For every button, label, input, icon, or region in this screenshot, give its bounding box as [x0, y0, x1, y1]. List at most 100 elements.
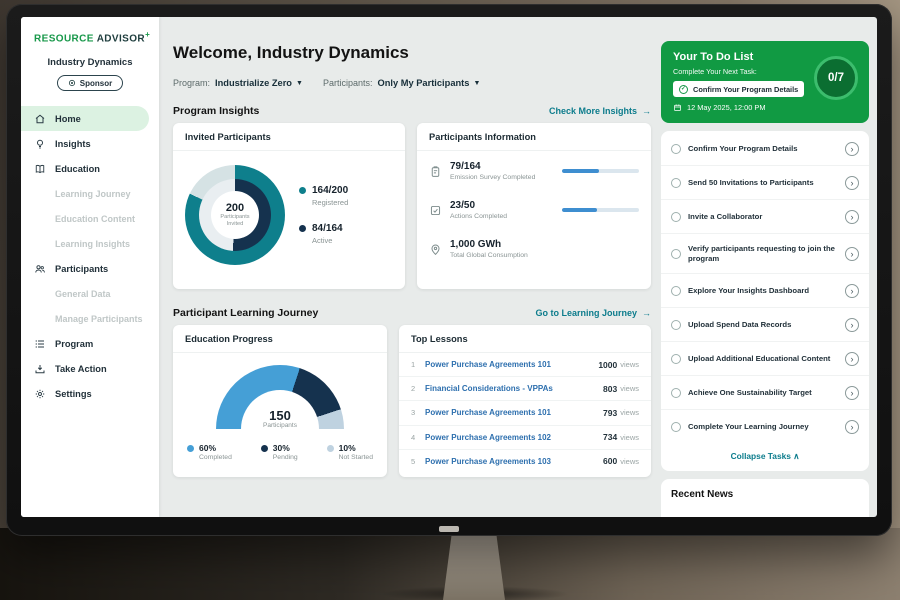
task-row[interactable]: Invite a Collaborator ›: [661, 200, 869, 234]
check-more-insights-link[interactable]: Check More Insights →: [549, 106, 651, 116]
chevron-right-icon[interactable]: ›: [845, 141, 859, 156]
task-checkbox[interactable]: [671, 143, 681, 154]
task-row[interactable]: Upload Spend Data Records ›: [661, 308, 869, 342]
lesson-rank: 1: [411, 360, 416, 370]
checklist-icon: [429, 204, 442, 217]
lesson-link[interactable]: Power Purchase Agreements 101: [425, 360, 551, 370]
sidebar-item-label: Take Action: [55, 363, 107, 374]
task-label: Upload Spend Data Records: [688, 319, 792, 329]
legend-value: 60%: [199, 443, 217, 453]
lesson-views-unit: views: [620, 360, 639, 370]
participants-information-card: Participants Information 79/164 Emission …: [417, 123, 651, 289]
arrow-right-icon: →: [642, 308, 651, 318]
list-icon: [34, 338, 46, 350]
task-checkbox[interactable]: [671, 319, 681, 330]
chevron-right-icon[interactable]: ›: [845, 246, 859, 261]
task-label: Upload Additional Educational Content: [688, 353, 831, 363]
task-row[interactable]: Achieve One Sustainability Target ›: [661, 376, 869, 410]
lesson-link[interactable]: Power Purchase Agreements 102: [425, 432, 551, 442]
gauge-value: 150: [269, 408, 291, 423]
task-label: Complete Your Learning Journey: [688, 421, 809, 431]
stat-value: 23/50: [450, 200, 476, 211]
chevron-right-icon[interactable]: ›: [845, 419, 859, 434]
chevron-right-icon[interactable]: ›: [845, 175, 859, 190]
card-title: Participants Information: [417, 123, 651, 151]
sidebar-item-home[interactable]: Home: [21, 106, 149, 132]
participants-dropdown[interactable]: Participants: Only My Participants ▼: [323, 78, 480, 88]
task-checkbox[interactable]: [671, 421, 681, 432]
chevron-right-icon[interactable]: ›: [845, 209, 859, 224]
top-lessons-card: Top Lessons 1 Power Purchase Agreements …: [399, 325, 651, 477]
lesson-row: 1 Power Purchase Agreements 101 1000 vie…: [399, 353, 651, 378]
task-checkbox[interactable]: [671, 177, 681, 188]
legend-item: 84/164 Active: [299, 223, 348, 245]
lesson-views-unit: views: [620, 408, 639, 418]
task-checkbox[interactable]: [671, 211, 681, 222]
check-icon: ✓: [679, 84, 688, 94]
program-dropdown[interactable]: Program: Industrialize Zero ▼: [173, 78, 303, 88]
chevron-right-icon[interactable]: ›: [845, 317, 859, 332]
chevron-right-icon[interactable]: ›: [845, 385, 859, 400]
link-label: Check More Insights: [548, 106, 637, 116]
sidebar-item-program[interactable]: Program: [21, 331, 159, 356]
lesson-rank: 3: [411, 408, 416, 418]
stat-value: 1,000 GWh: [450, 239, 502, 250]
task-checkbox[interactable]: [671, 248, 681, 259]
donut-center: 200 Participants Invited: [211, 191, 259, 239]
lesson-rank: 2: [411, 384, 416, 394]
sidebar-item-learning-insights[interactable]: Learning Insights: [21, 231, 159, 256]
progress-bar: [562, 208, 639, 212]
sidebar-item-general-data[interactable]: General Data: [21, 281, 159, 306]
task-label: Verify participants requesting to join t…: [688, 243, 835, 263]
download-icon: [34, 363, 46, 375]
task-row[interactable]: Confirm Your Program Details ›: [661, 132, 869, 166]
card-title: Top Lessons: [399, 325, 651, 353]
legend-dot: [326, 445, 334, 452]
legend-item: 10% Not Started: [326, 443, 373, 461]
sidebar-item-education[interactable]: Education: [21, 156, 159, 181]
chevron-right-icon[interactable]: ›: [845, 283, 859, 298]
todo-progress-value: 0/7: [828, 72, 844, 84]
arrow-right-icon: →: [642, 106, 651, 116]
sidebar-item-learning-journey[interactable]: Learning Journey: [21, 181, 159, 206]
main-content: Welcome, Industry Dynamics Program: Indu…: [173, 17, 651, 517]
lesson-link[interactable]: Power Purchase Agreements 101: [425, 408, 551, 418]
task-checkbox[interactable]: [671, 285, 681, 296]
task-row[interactable]: Complete Your Learning Journey ›: [661, 410, 869, 443]
stat-label: Total Global Consumption: [450, 252, 528, 259]
sidebar-item-label: Learning Insights: [55, 238, 131, 249]
legend-dot: [299, 187, 306, 194]
program-value: Industrialize Zero: [215, 78, 292, 88]
task-row[interactable]: Verify participants requesting to join t…: [661, 234, 869, 274]
lesson-link[interactable]: Financial Considerations - VPPAs: [425, 384, 553, 394]
invited-donut-chart: 200 Participants Invited: [185, 165, 285, 265]
sidebar-item-settings[interactable]: Settings: [21, 381, 159, 406]
sidebar-item-education-content[interactable]: Education Content: [21, 206, 159, 231]
task-label: Invite a Collaborator: [688, 211, 763, 221]
participants-label: Participants:: [322, 78, 373, 88]
lesson-link[interactable]: Power Purchase Agreements 103: [425, 456, 551, 466]
logo-part2: ADVISOR: [96, 33, 146, 45]
task-row[interactable]: Send 50 Invitations to Participants ›: [661, 166, 869, 200]
legend-label: Active: [312, 236, 333, 245]
participants-icon: [34, 263, 46, 275]
legend-item: 30% Pending: [260, 443, 298, 461]
sidebar-item-label: General Data: [55, 288, 111, 299]
sidebar-item-insights[interactable]: Insights: [21, 131, 159, 156]
link-label: Go to Learning Journey: [535, 308, 637, 318]
go-to-learning-journey-link[interactable]: Go to Learning Journey →: [535, 308, 651, 318]
sidebar-item-participants[interactable]: Participants: [21, 256, 159, 281]
location-pin-icon: [429, 243, 442, 256]
sidebar-item-label: Manage Participants: [55, 313, 143, 324]
sidebar-item-manage-participants[interactable]: Manage Participants: [21, 306, 159, 331]
task-row[interactable]: Upload Additional Educational Content ›: [661, 342, 869, 376]
collapse-tasks-button[interactable]: Collapse Tasks ∧: [661, 443, 869, 470]
chevron-right-icon[interactable]: ›: [845, 351, 859, 366]
task-checkbox[interactable]: [671, 353, 681, 364]
task-row[interactable]: Explore Your Insights Dashboard ›: [661, 274, 869, 308]
sidebar-item-take-action[interactable]: Take Action: [21, 356, 159, 381]
legend-label: Completed: [199, 454, 232, 461]
card-title: Education Progress: [173, 325, 387, 353]
next-task-pill[interactable]: ✓ Confirm Your Program Details: [673, 81, 805, 97]
task-checkbox[interactable]: [671, 387, 681, 398]
